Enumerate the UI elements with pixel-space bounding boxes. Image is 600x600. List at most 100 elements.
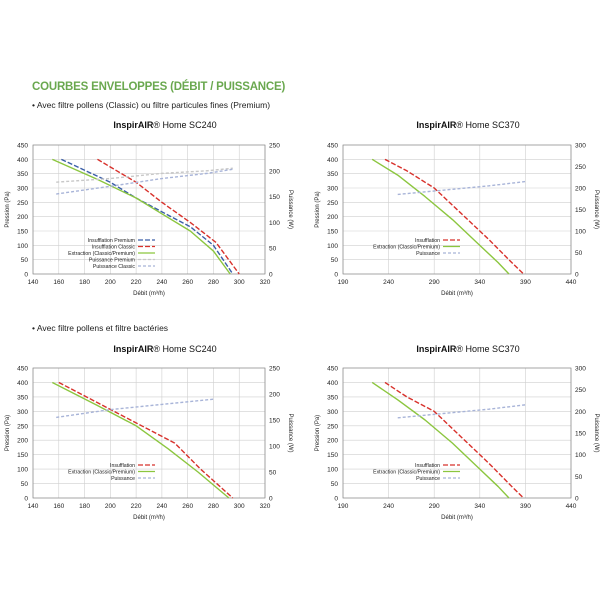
x-tick-label: 340 [474, 279, 485, 286]
y-tick-label: 350 [327, 171, 338, 178]
x-axis-label: Débit (m³/h) [133, 515, 165, 521]
y-tick-label: 400 [327, 157, 338, 164]
y-tick-label: 0 [24, 496, 28, 503]
x-tick-label: 160 [53, 503, 64, 510]
chart-title-bold: InspirAIR [113, 120, 154, 130]
series-line [58, 381, 234, 499]
y-tick-label: 300 [17, 409, 28, 416]
y-tick-label: 150 [327, 229, 338, 236]
y-tick-label: 200 [17, 214, 28, 221]
y2-tick-label: 150 [575, 207, 586, 214]
x-tick-label: 300 [234, 503, 245, 510]
chart-panel-3: InspirAIR® Home SC240 0 50 100 150 200 250 300 3… [5, 344, 293, 521]
legend-label: Puissance Premium [89, 258, 135, 264]
x-tick-label: 180 [79, 503, 90, 510]
y-tick-label: 100 [17, 467, 28, 474]
series-line [61, 158, 234, 275]
series-line [56, 167, 233, 183]
y2-axis-label: Puissance (W) [287, 413, 293, 452]
y2-tick-label: 200 [575, 186, 586, 193]
y2-tick-label: 250 [269, 143, 280, 150]
y-tick-label: 450 [327, 366, 338, 373]
y-tick-label: 450 [17, 143, 28, 150]
x-tick-label: 440 [566, 279, 577, 286]
section-title: COURBES ENVELOPPES (DÉBIT / PUISSANCE) [32, 81, 286, 93]
y-tick-label: 350 [17, 171, 28, 178]
y2-tick-label: 50 [269, 246, 277, 253]
y2-tick-label: 0 [575, 272, 579, 279]
x-tick-label: 220 [131, 279, 142, 286]
series-line [384, 381, 525, 499]
y-axis-label: Pression (Pa) [5, 415, 11, 451]
plot-frame [32, 367, 266, 499]
y-tick-label: 50 [21, 257, 29, 264]
y-tick-label: 150 [17, 229, 28, 236]
y-tick-label: 450 [17, 366, 28, 373]
y2-axis-label: Puissance (W) [287, 190, 293, 229]
x-tick-label: 190 [338, 503, 349, 510]
y-tick-label: 250 [327, 200, 338, 207]
y2-axis-label: Puissance (W) [593, 190, 599, 229]
legend-label: Extraction (Classic/Premium) [68, 470, 135, 476]
legend-label: Insufflation [415, 463, 440, 469]
y2-tick-label: 50 [575, 250, 583, 257]
plot-frame [342, 144, 572, 275]
y-tick-label: 350 [327, 394, 338, 401]
y-tick-label: 0 [334, 272, 338, 279]
x-tick-label: 190 [338, 279, 349, 286]
y2-tick-label: 150 [269, 194, 280, 201]
y-tick-label: 350 [17, 394, 28, 401]
chart-title: InspirAIR® Home SC240 [113, 344, 216, 354]
x-tick-label: 240 [156, 503, 167, 510]
y-tick-label: 250 [17, 423, 28, 430]
y-tick-label: 50 [21, 481, 29, 488]
y-axis-label: Pression (Pa) [5, 191, 11, 227]
y-tick-label: 150 [17, 452, 28, 459]
chart-title-model: ® Home SC370 [456, 120, 519, 130]
y-tick-label: 0 [334, 496, 338, 503]
y2-tick-label: 100 [269, 220, 280, 227]
x-tick-label: 140 [28, 279, 39, 286]
x-tick-label: 200 [105, 503, 116, 510]
x-tick-label: 160 [53, 279, 64, 286]
x-tick-label: 240 [383, 503, 394, 510]
legend-label: Puissance Classic [93, 264, 135, 270]
y-tick-label: 450 [327, 143, 338, 150]
y2-tick-label: 200 [269, 392, 280, 399]
x-tick-label: 290 [429, 503, 440, 510]
y2-tick-label: 300 [575, 366, 586, 373]
x-tick-label: 260 [182, 503, 193, 510]
series-line [397, 180, 526, 196]
plot-frame [342, 367, 572, 499]
y-tick-label: 100 [327, 243, 338, 250]
legend-label: Puissance [416, 251, 440, 257]
legend-label: Puissance [111, 476, 135, 482]
y2-tick-label: 250 [575, 387, 586, 394]
chart-title-model: ® Home SC370 [456, 344, 519, 354]
y-tick-label: 50 [331, 481, 339, 488]
chart-panel-2: InspirAIR® Home SC370 0 50 100 150 200 250 300 3… [315, 120, 599, 297]
x-axis-label: Débit (m³/h) [133, 291, 165, 297]
series-line [397, 404, 526, 419]
y2-tick-label: 0 [269, 272, 273, 279]
y2-tick-label: 0 [269, 496, 273, 503]
chart-title: InspirAIR® Home SC370 [416, 120, 519, 130]
series-line [97, 158, 240, 275]
x-tick-label: 320 [260, 503, 271, 510]
y2-tick-label: 100 [269, 444, 280, 451]
y-tick-label: 0 [24, 272, 28, 279]
y2-tick-label: 150 [575, 431, 586, 438]
legend-label: Extraction (Classic/Premium) [373, 470, 440, 476]
y-tick-label: 400 [17, 157, 28, 164]
legend-label: Extraction (Classic/Premium) [68, 251, 135, 257]
legend-label: Insufflation [110, 463, 135, 469]
x-tick-label: 140 [28, 503, 39, 510]
x-tick-label: 340 [474, 503, 485, 510]
legend-label: Puissance [416, 476, 440, 482]
plot-frame [32, 144, 266, 275]
x-tick-label: 220 [131, 503, 142, 510]
x-tick-label: 280 [208, 503, 219, 510]
x-axis-label: Débit (m³/h) [441, 515, 473, 521]
